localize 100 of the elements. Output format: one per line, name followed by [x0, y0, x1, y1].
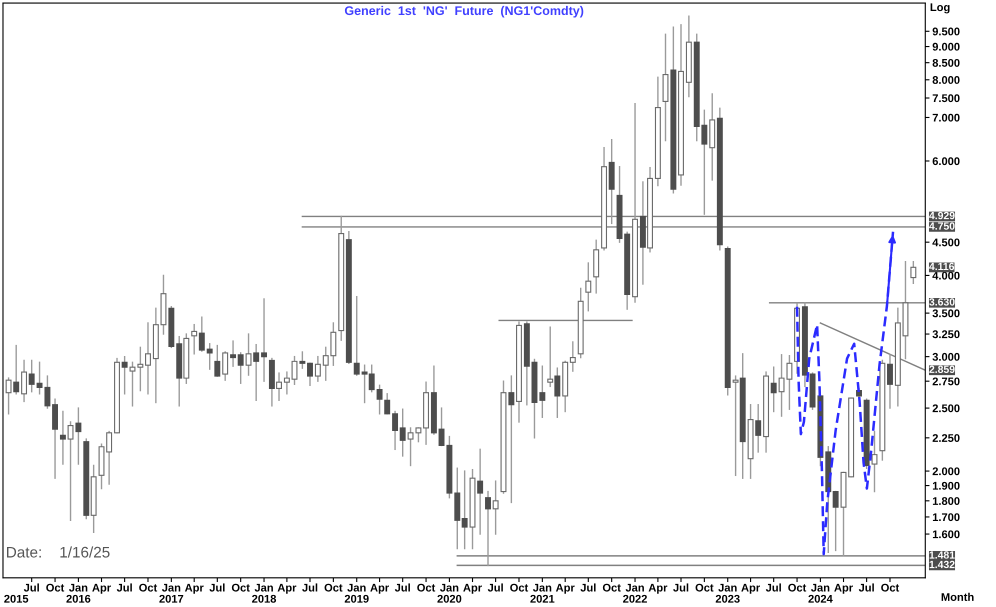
- x-tick-label: Jan: [626, 584, 644, 592]
- candlestick: [6, 377, 12, 414]
- x-tick-label: Jul: [673, 583, 688, 592]
- x2-tick-label: 2021: [530, 594, 554, 603]
- candlestick: [485, 490, 491, 566]
- x2-tick-label: 2016: [66, 594, 90, 603]
- candlestick: [408, 427, 414, 466]
- y-tick-label: 4.500: [932, 238, 960, 246]
- y-tick-label: 6.000: [932, 157, 960, 166]
- candlestick: [75, 407, 82, 465]
- candlestick: [778, 354, 785, 417]
- y-tick-label: 7.000: [932, 114, 960, 122]
- y-tick-label: 2.000: [932, 467, 960, 476]
- y-tick-label: 1.800: [932, 497, 960, 505]
- x-tick-label: Jul: [858, 583, 874, 592]
- y-axis-title: Log: [930, 3, 950, 14]
- y-tick-label: 3.000: [932, 352, 960, 361]
- candlestick: [539, 366, 546, 418]
- x-tick-label: Jan: [347, 584, 366, 592]
- y-tick-label: 8.500: [932, 58, 960, 67]
- candlestick: [68, 421, 74, 521]
- candlestick: [570, 341, 576, 372]
- x-tick-label: Jul: [394, 583, 410, 592]
- y-tick-label: 8.000: [932, 76, 960, 84]
- y-tick-label: 3.500: [932, 309, 960, 318]
- y-tick-label: 4.000: [932, 272, 960, 280]
- candlestick: [13, 344, 20, 394]
- x-tick-label: Jul: [209, 583, 225, 592]
- x-tick-label: Jul: [24, 583, 39, 592]
- x2-tick-label: 2017: [159, 594, 184, 603]
- x-tick-label: Apr: [370, 584, 389, 594]
- x-tick-label: Oct: [510, 584, 528, 592]
- y-tick-label: 9.500: [932, 28, 960, 36]
- annotation: 4.929: [929, 212, 955, 220]
- x-tick-label: Oct: [232, 584, 250, 592]
- x-tick-label: Apr: [556, 584, 575, 594]
- x-tick-label: Apr: [92, 584, 111, 594]
- x-tick-label: Apr: [741, 584, 760, 594]
- x2-tick-label: 2022: [623, 594, 647, 603]
- candlestick: [130, 362, 136, 407]
- x2-tick-label: 2020: [437, 594, 462, 603]
- x-tick-label: Jan: [811, 584, 830, 592]
- candlestick: [261, 298, 267, 382]
- x-tick-label: Jan: [69, 584, 88, 592]
- candlestick: [477, 448, 484, 535]
- candlestick: [585, 262, 592, 312]
- line-series: [796, 230, 894, 556]
- candlestick: [872, 430, 878, 492]
- annotation: 3.630: [929, 298, 955, 306]
- candlestick: [246, 333, 252, 376]
- x-tick-label: Jul: [580, 583, 596, 592]
- candlestick: [253, 344, 260, 401]
- x-tick-label: Jul: [116, 583, 132, 592]
- candlestick: [191, 324, 198, 355]
- candlestick: [330, 322, 336, 366]
- x-tick-label: Apr: [278, 584, 296, 594]
- x-tick-label: Oct: [788, 584, 806, 592]
- x2-tick-label: 2018: [252, 594, 276, 603]
- candlestick: [322, 346, 329, 381]
- candlestick: [122, 356, 128, 394]
- x-tick-label: Jan: [718, 584, 737, 592]
- candlestick: [60, 410, 66, 465]
- y-tick-label: 9.000: [932, 42, 960, 51]
- y-tick-label: 2.250: [932, 434, 960, 442]
- annotation: 1.481: [930, 551, 955, 559]
- x-tick-label: Jan: [162, 584, 180, 592]
- candlestick: [28, 360, 35, 392]
- candlestick: [786, 355, 792, 410]
- candlestick: [508, 375, 514, 504]
- y-tick-label: 2.500: [932, 404, 960, 412]
- x-tick-label: Jan: [532, 584, 552, 592]
- candlestick: [36, 362, 43, 394]
- annotation: Date: 1/16/25: [7, 546, 110, 558]
- x-tick-label: Jul: [766, 583, 781, 592]
- x-tick-label: Jul: [488, 583, 503, 592]
- x-axis-title: Month: [942, 592, 974, 601]
- x-tick-label: Apr: [648, 584, 668, 594]
- x-tick-label: Apr: [184, 584, 204, 594]
- y-tick-label: 2.750: [932, 377, 960, 386]
- x-tick-label: Oct: [417, 584, 436, 592]
- candlestick: [554, 367, 560, 418]
- candlestick: [21, 360, 28, 402]
- x-tick-label: Oct: [881, 584, 900, 592]
- candlestick: [755, 404, 762, 453]
- annotation: 2.859: [929, 366, 955, 374]
- y-tick-label: 1.900: [932, 482, 960, 490]
- candlestick: [354, 296, 360, 376]
- x-tick-label: Jul: [302, 583, 318, 592]
- candlestick: [701, 110, 708, 215]
- chart-title: Generic 1st 'NG' Future (NG1'Comdty): [344, 6, 584, 18]
- x-tick-label: Oct: [696, 584, 714, 592]
- candlestick: [214, 344, 220, 377]
- annotation: 1.432: [930, 560, 955, 568]
- y-tick-label: 3.250: [932, 330, 960, 338]
- x2-tick-label: 2015: [4, 594, 28, 603]
- x-tick-label: Jan: [254, 584, 273, 592]
- candlestick: [910, 260, 916, 284]
- x-tick-label: Apr: [463, 584, 482, 594]
- y-tick-label: 1.600: [932, 530, 960, 538]
- y-tick-label: 7.500: [932, 94, 960, 102]
